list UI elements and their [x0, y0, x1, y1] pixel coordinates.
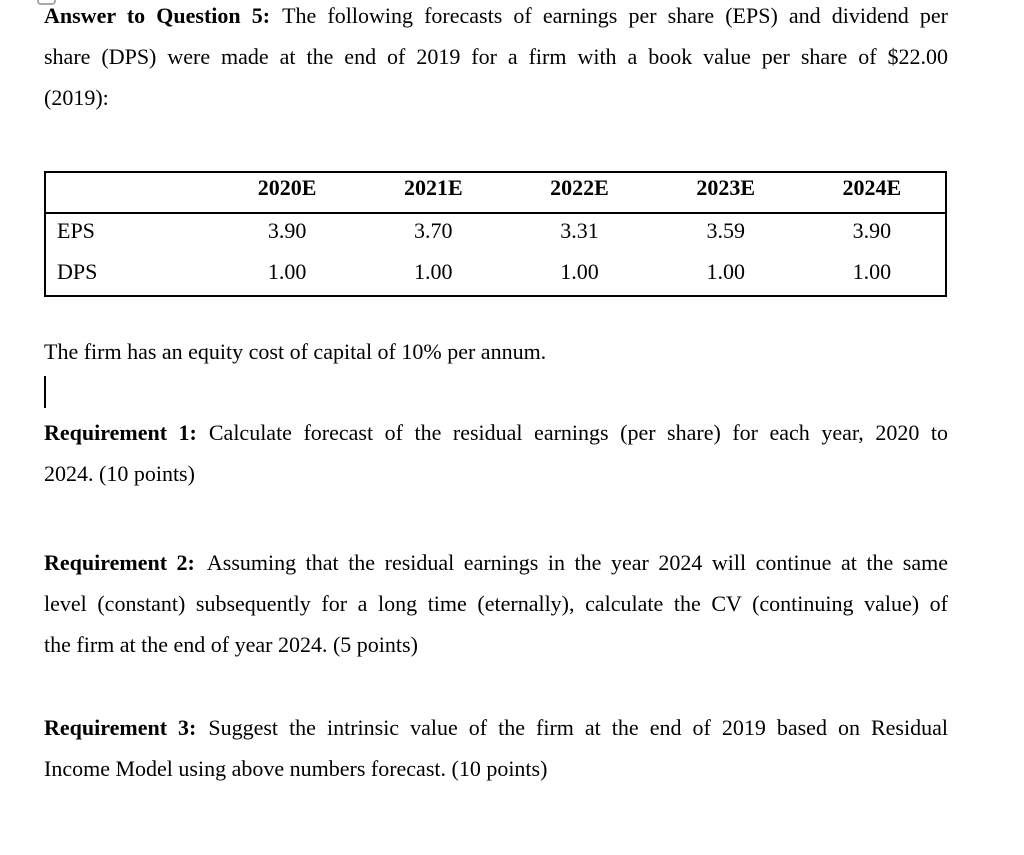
text-line: level (constant) subsequently for a long… — [44, 591, 948, 616]
text-line: Requirement 1: Calculate forecast of the … — [44, 412, 948, 453]
table-header-cell — [46, 173, 214, 214]
table-cell: 1.00 — [706, 258, 745, 284]
text-line: Income Model using above numbers forecas… — [44, 756, 548, 781]
table-cell: 3.31 — [560, 218, 599, 243]
text-line: share (DPS) were made at the end of 2019… — [44, 44, 948, 69]
table-cell: 3.59 — [706, 218, 745, 243]
table-row-label: EPS — [57, 218, 95, 243]
text-cursor-caret — [44, 376, 46, 408]
text-line: Requirement 3: Suggest the intrinsic valu… — [44, 707, 948, 748]
table-cell: 1.00 — [267, 258, 307, 284]
table-header-cell: 2020E — [214, 173, 361, 214]
table-header-cell: 2023E — [652, 173, 799, 214]
forecast-table: 2020E 2021E 2022E 2023E 2024E EPS 3.90 3… — [44, 171, 947, 297]
paragraph-text: Calculate forecast of the residual earni… — [208, 420, 948, 445]
text-line: 2024. (10 points) — [44, 461, 195, 486]
paragraph-label: Requirement 1: — [44, 420, 197, 445]
table-header-cell: 2024E — [798, 173, 945, 214]
intro-paragraph: Answer to Question 5: The following forec… — [44, 0, 948, 118]
text-line: Requirement 2: Assuming that the residual… — [44, 542, 948, 583]
paragraph-text: The following forecasts of earnings per … — [282, 3, 948, 28]
table-cell: 3.90 — [852, 218, 892, 243]
text-line: Answer to Question 5: The following forec… — [44, 0, 948, 36]
table-header-cell: 2022E — [506, 173, 653, 214]
paragraph-text: Assuming that the residual earnings in t… — [206, 550, 948, 575]
paragraph-label: Requirement 3: — [44, 715, 197, 740]
paragraph-label: Answer to Question 5: — [44, 3, 271, 28]
paragraph-text: Suggest the intrinsic value of the firm … — [208, 715, 948, 740]
table-cell: 3.90 — [267, 218, 307, 243]
table-cell: 1.00 — [560, 258, 599, 284]
paragraph-label: Requirement 2: — [44, 550, 195, 575]
table-cell: 3.70 — [414, 218, 453, 243]
cropped-object-marker-icon — [37, 0, 56, 5]
text-line: (2019): — [44, 85, 109, 110]
table-row-label: DPS — [57, 258, 98, 284]
table-cell: 1.00 — [852, 258, 892, 284]
requirement-1-paragraph: Requirement 1: Calculate forecast of the … — [44, 412, 948, 494]
table-header-cell: 2021E — [360, 173, 507, 214]
text-line: the firm at the end of year 2024. (5 poi… — [44, 632, 418, 657]
cost-of-capital-paragraph: The firm has an equity cost of capital o… — [44, 331, 948, 372]
table-cell: 1.00 — [414, 258, 453, 284]
requirement-3-paragraph: Requirement 3: Suggest the intrinsic valu… — [44, 707, 948, 789]
requirement-2-paragraph: Requirement 2: Assuming that the residual… — [44, 542, 948, 665]
text-line: The firm has an equity cost of capital o… — [44, 339, 547, 364]
